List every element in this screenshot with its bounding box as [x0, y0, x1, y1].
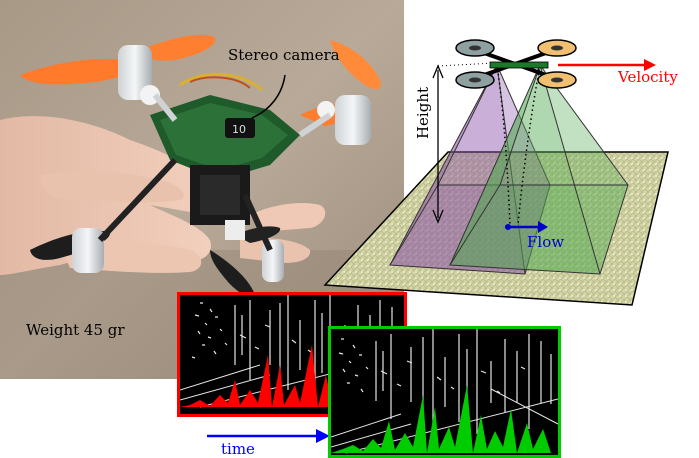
drone-body: 10	[97, 72, 332, 252]
edge-image-current	[331, 329, 558, 454]
stereo-camera-module	[225, 118, 255, 138]
motors	[72, 45, 371, 282]
weight-label: Weight 45 gr	[26, 321, 125, 339]
drone-stereo-board	[489, 61, 549, 69]
propellers	[20, 34, 381, 297]
stereo-camera-label: Stereo camera	[228, 46, 340, 64]
velocity-arrow	[558, 59, 656, 71]
right-camera-frustum	[449, 64, 629, 275]
flow-arrow	[505, 221, 548, 233]
svg-text:10: 10	[232, 123, 246, 136]
left-camera-frustum	[389, 64, 551, 275]
optical-axis-left	[496, 64, 511, 226]
time-arrow	[207, 429, 330, 443]
drone-schematic	[455, 39, 577, 89]
flow-histogram-previous	[180, 345, 404, 407]
velocity-label: Velocity	[618, 68, 678, 86]
height-label: Height	[414, 86, 433, 139]
optical-axis-right	[517, 64, 541, 226]
height-arrow	[432, 62, 496, 224]
edge-frame-current	[328, 326, 561, 458]
flow-label: Flow	[527, 233, 565, 251]
time-label: time	[221, 440, 255, 458]
camera-pointer-line	[251, 74, 286, 119]
flow-histogram-current	[331, 385, 558, 453]
